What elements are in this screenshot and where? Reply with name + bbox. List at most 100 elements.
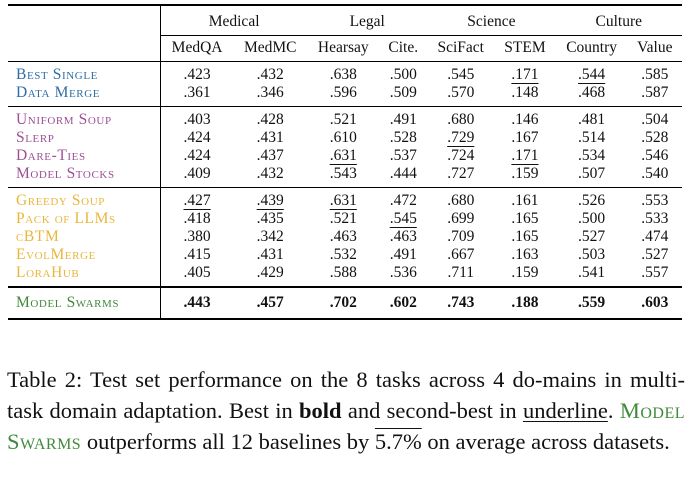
score-cell: .596: [307, 84, 379, 107]
score-value: .418: [183, 210, 211, 227]
dataset-header: MedMC: [243, 39, 297, 56]
score-value: .444: [389, 165, 417, 182]
domain-header: Culture: [555, 4, 682, 36]
dataset-header-row: MedQA MedMC Hearsay Cite. SciFact STEM C…: [8, 35, 682, 62]
score-cell: .500: [556, 210, 628, 228]
table-row: Data Merge .361 .346 .596 .509 .570 .148 .468 .5…: [8, 84, 682, 107]
score-value: .544: [578, 66, 606, 83]
score-cell: .711: [427, 264, 494, 287]
caption-text: Table 2: Test set performance on the 8 t…: [7, 367, 685, 423]
score-value: .431: [256, 129, 284, 146]
method-name: Data Merge: [8, 84, 161, 107]
score-cell-best: .443: [160, 286, 234, 320]
score-cell: .545: [427, 61, 495, 84]
score-cell: .159: [494, 165, 555, 188]
score-value: .159: [511, 264, 539, 281]
method-name: Slerp: [8, 129, 161, 147]
score-value: .504: [641, 111, 669, 128]
score-cell: .415: [161, 246, 234, 264]
score-value: .503: [578, 246, 606, 263]
score-value: .631: [329, 147, 357, 164]
score-cell: .163: [494, 246, 555, 264]
score-cell: .546: [628, 147, 682, 165]
domain-header: Science: [427, 4, 556, 36]
score-cell: .424: [161, 129, 234, 147]
table-row: Model Stocks .409 .432 .543 .444 .727 .159 .507…: [8, 165, 682, 188]
score-cell: .532: [307, 246, 379, 264]
score-cell: .543: [307, 165, 379, 188]
score-cell: .534: [556, 147, 628, 165]
score-value: .527: [641, 246, 669, 263]
score-value: .481: [578, 111, 606, 128]
score-value: .468: [578, 84, 606, 101]
score-cell: .146: [494, 106, 556, 129]
score-cell: .409: [161, 165, 234, 188]
score-cell: .165: [494, 228, 555, 246]
score-value: .474: [641, 228, 669, 245]
score-cell: .570: [427, 84, 494, 107]
score-value: .432: [256, 165, 284, 182]
score-value: .528: [389, 129, 417, 146]
score-value: .509: [389, 84, 417, 101]
score-cell: .161: [494, 187, 556, 210]
score-value: .427: [183, 192, 211, 209]
score-cell: .361: [161, 84, 234, 107]
score-value: .543: [329, 165, 357, 182]
dataset-header: Value: [637, 39, 673, 56]
score-value: .724: [447, 147, 475, 164]
score-cell: .468: [556, 84, 628, 107]
score-cell: .472: [379, 187, 428, 210]
score-cell: .631: [307, 147, 379, 165]
score-value: .346: [256, 84, 284, 101]
score-cell: .667: [427, 246, 494, 264]
score-value: .680: [447, 111, 475, 128]
score-cell: .171: [494, 147, 555, 165]
score-cell: .424: [161, 147, 234, 165]
results-table-container: Medical Legal Science Culture MedQA MedM…: [8, 4, 682, 320]
score-cell: .429: [233, 264, 307, 287]
score-cell: .165: [494, 210, 555, 228]
score-value: .424: [183, 129, 211, 146]
score-cell: .699: [427, 210, 494, 228]
caption-text: on average across datasets.: [421, 429, 670, 454]
score-cell: .503: [556, 246, 628, 264]
score-value: .146: [511, 111, 539, 128]
score-value: .429: [256, 264, 284, 281]
score-cell: .527: [628, 246, 682, 264]
results-table: Medical Legal Science Culture MedQA MedM…: [8, 4, 682, 320]
table-row: Pack of LLMs .418 .435 .521 .545 .699 .165 .500…: [8, 210, 682, 228]
table-row: cBTM .380 .342 .463 .463 .709 .165 .527 .474: [8, 228, 682, 246]
score-cell: .638: [307, 61, 380, 84]
score-cell: .437: [233, 147, 307, 165]
score-cell: .346: [233, 84, 307, 107]
score-value: .727: [447, 165, 475, 182]
caption-text: .: [607, 398, 620, 423]
score-cell: .432: [233, 61, 308, 84]
score-value: .521: [329, 210, 357, 227]
score-value: .610: [329, 129, 357, 146]
score-cell: .540: [628, 165, 682, 188]
table-row: EvolMerge .415 .431 .532 .491 .667 .163 .503 .52…: [8, 246, 682, 264]
score-value: .159: [511, 165, 539, 182]
score-value: .699: [447, 210, 475, 227]
score-value: .435: [256, 210, 284, 227]
score-cell: .432: [233, 165, 307, 188]
score-value: .631: [329, 192, 357, 209]
score-value: .428: [256, 111, 284, 128]
score-value: .541: [578, 264, 606, 281]
score-cell: .418: [161, 210, 234, 228]
score-value: .423: [183, 66, 211, 83]
score-cell-best: .457: [233, 286, 308, 320]
method-name: Model Stocks: [8, 165, 161, 188]
score-value: .463: [329, 228, 357, 245]
score-value: .148: [511, 84, 539, 101]
score-value: .638: [329, 66, 357, 83]
score-cell: .405: [161, 264, 234, 287]
score-cell: .553: [627, 187, 682, 210]
score-value: .463: [389, 228, 417, 245]
method-name: EvolMerge: [8, 246, 161, 264]
score-value: .431: [256, 246, 284, 263]
score-value: .424: [183, 147, 211, 164]
score-value: .409: [183, 165, 211, 182]
score-cell: .521: [307, 210, 379, 228]
